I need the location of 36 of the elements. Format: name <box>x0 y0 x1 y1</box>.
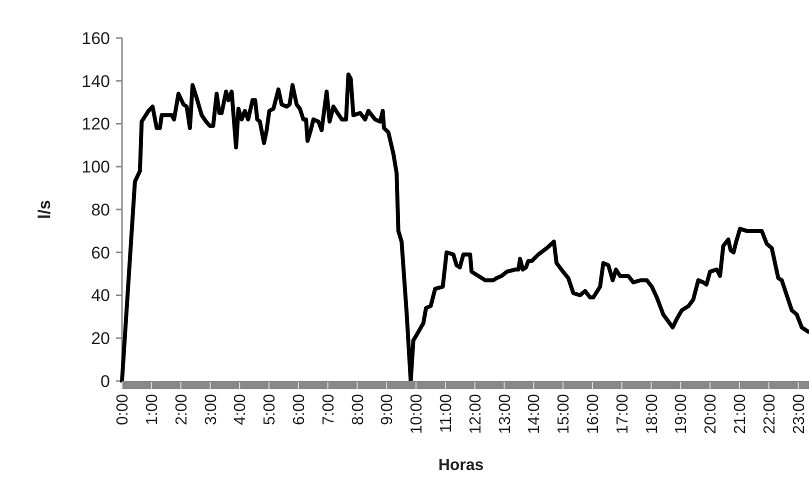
x-tick-label: 15:00 <box>556 394 573 434</box>
y-tick-label: 140 <box>82 72 110 91</box>
x-tick-label: 17:00 <box>614 394 632 434</box>
x-tick-label: 10:00 <box>408 394 426 434</box>
x-tick-label: 6:00 <box>291 394 308 426</box>
x-tick-label: 14:00 <box>526 394 544 434</box>
x-tick-label: 3:00 <box>202 394 220 426</box>
y-tick-label: 60 <box>91 243 110 262</box>
x-tick-label: 19:00 <box>673 394 690 434</box>
line-series <box>120 72 809 383</box>
x-tick-label: 7:00 <box>320 394 338 426</box>
y-tick-label: 80 <box>91 200 110 220</box>
x-tick-label: 12:00 <box>467 394 484 434</box>
x-tick-label: 18:00 <box>644 394 661 434</box>
x-tick-label: 4:00 <box>232 394 250 426</box>
y-tick-label: 20 <box>91 329 110 348</box>
x-tick-label: 20:00 <box>702 394 720 434</box>
x-tick-label: 16:00 <box>585 394 602 434</box>
x-tick-label: 0:00 <box>114 394 132 426</box>
y-axis-title: l/s <box>35 200 54 219</box>
x-tick-label: 11:00 <box>438 394 456 433</box>
x-tick-label: 5:00 <box>262 394 279 426</box>
x-tick-label: 23:00 <box>790 394 808 434</box>
y-tick-label: 160 <box>82 28 110 48</box>
x-tick-label: 22:00 <box>761 394 778 434</box>
x-tick-label: 1:00 <box>144 394 161 426</box>
y-tick-label: 0 <box>100 372 110 391</box>
y-tick-label: 40 <box>91 286 110 306</box>
x-tick-label: 8:00 <box>350 394 367 426</box>
x-tick-label: 21:00 <box>732 394 750 434</box>
y-tick-label: 120 <box>82 114 110 134</box>
x-tick-label: 13:00 <box>496 394 514 434</box>
x-tick-label: 9:00 <box>379 394 396 426</box>
y-tick-label: 100 <box>82 158 110 177</box>
x-axis-title: Horas <box>438 457 484 474</box>
x-tick-label: 2:00 <box>173 394 190 426</box>
